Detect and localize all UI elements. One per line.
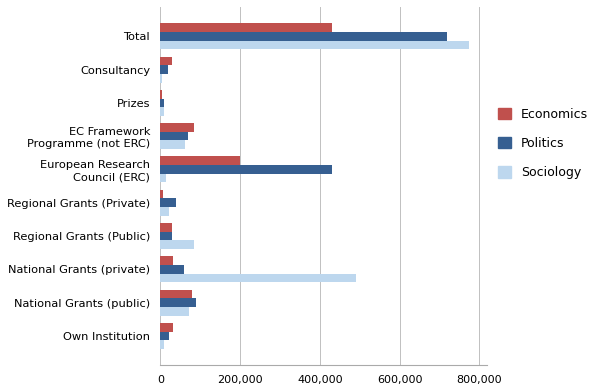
Bar — [160, 123, 194, 132]
Bar — [160, 323, 173, 332]
Bar — [160, 40, 469, 49]
Bar — [160, 265, 184, 274]
Bar — [160, 290, 193, 298]
Bar — [160, 23, 332, 32]
Bar — [160, 74, 163, 83]
Bar — [160, 190, 163, 198]
Bar — [160, 340, 164, 349]
Bar — [160, 32, 448, 40]
Bar — [160, 140, 185, 149]
Bar — [160, 165, 332, 174]
Bar — [160, 207, 169, 216]
Bar — [160, 98, 164, 107]
Bar — [160, 156, 240, 165]
Bar — [160, 274, 356, 282]
Bar — [160, 198, 176, 207]
Bar — [160, 232, 172, 240]
Bar — [160, 332, 169, 340]
Bar — [160, 90, 163, 98]
Bar — [160, 223, 172, 232]
Bar — [160, 107, 164, 116]
Bar — [160, 65, 169, 74]
Bar — [160, 240, 194, 249]
Bar — [160, 298, 196, 307]
Bar — [160, 174, 166, 182]
Legend: Economics, Politics, Sociology: Economics, Politics, Sociology — [493, 103, 593, 184]
Bar — [160, 307, 189, 316]
Bar — [160, 132, 188, 140]
Bar — [160, 56, 172, 65]
Bar — [160, 256, 173, 265]
